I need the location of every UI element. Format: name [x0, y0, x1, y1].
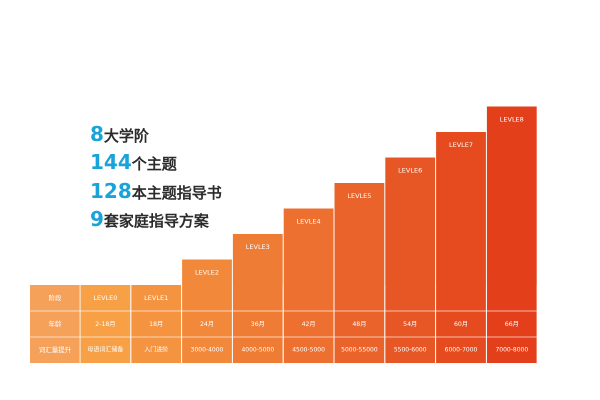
headline-text: 大学阶 [103, 127, 149, 145]
headline-guides: 128本主题指导书 [90, 180, 222, 204]
age-label: 36月 [251, 321, 265, 328]
bar-levle0 [80, 285, 131, 363]
bar-levle1 [131, 285, 182, 363]
vocab-label: 6000-7000 [445, 347, 478, 354]
level-label: LEVLE5 [347, 192, 371, 200]
vocab-label: 4000-5000 [241, 347, 274, 354]
age-label: 18月 [149, 321, 163, 328]
age-label: 48月 [352, 321, 366, 328]
headline-themes: 144个主题 [90, 151, 177, 175]
level-label: LEVLE1 [144, 294, 168, 302]
bar-levle7 [436, 132, 486, 363]
headline-number: 128 [90, 179, 132, 203]
row-header-label: 年龄 [49, 319, 63, 328]
headline-number: 9 [90, 207, 104, 231]
age-label: 24月 [200, 321, 214, 328]
vocab-label: 母语词汇储备 [87, 346, 123, 354]
vocab-label: 入门进阶 [144, 346, 168, 354]
level-label: LEVLE4 [297, 218, 321, 226]
age-label: 54月 [403, 321, 417, 328]
level-label: LEVLE7 [449, 141, 473, 149]
level-label: LEVLE8 [500, 116, 524, 124]
vocab-label: 3000-4000 [191, 347, 224, 354]
bar-levle3 [232, 234, 283, 363]
vocab-label: 5500-6000 [394, 347, 427, 354]
row-header-column [30, 285, 80, 363]
level-label: LEVLE2 [195, 269, 219, 277]
bar-levle4 [283, 208, 334, 363]
bar-levle6 [385, 157, 436, 363]
headline-text: 个主题 [131, 155, 177, 173]
headline-number: 144 [90, 150, 132, 174]
vocab-label: 5000-55000 [341, 347, 378, 354]
age-label: 42月 [302, 321, 316, 328]
headline-text: 本主题指导书 [131, 184, 222, 202]
bar-levle8 [486, 106, 537, 363]
headline-family-plans: 9套家庭指导方案 [90, 208, 209, 232]
bar-levle5 [334, 183, 385, 363]
row-header-label: 词汇量提升 [39, 345, 72, 354]
vocab-label: 7000-8000 [495, 347, 528, 354]
headline-text: 套家庭指导方案 [103, 212, 209, 230]
age-label: 66月 [505, 321, 519, 328]
vocab-label: 4500-5000 [292, 347, 325, 354]
level-label: LEVLE6 [398, 167, 422, 175]
level-label: LEVLE0 [93, 294, 117, 302]
headline-number: 8 [90, 122, 104, 146]
level-label: LEVLE3 [246, 243, 270, 251]
row-header-label: 阶段 [49, 293, 63, 302]
age-label: 60月 [454, 321, 468, 328]
headline-levels: 8大学阶 [90, 123, 149, 147]
age-label: 2-18月 [95, 321, 115, 328]
